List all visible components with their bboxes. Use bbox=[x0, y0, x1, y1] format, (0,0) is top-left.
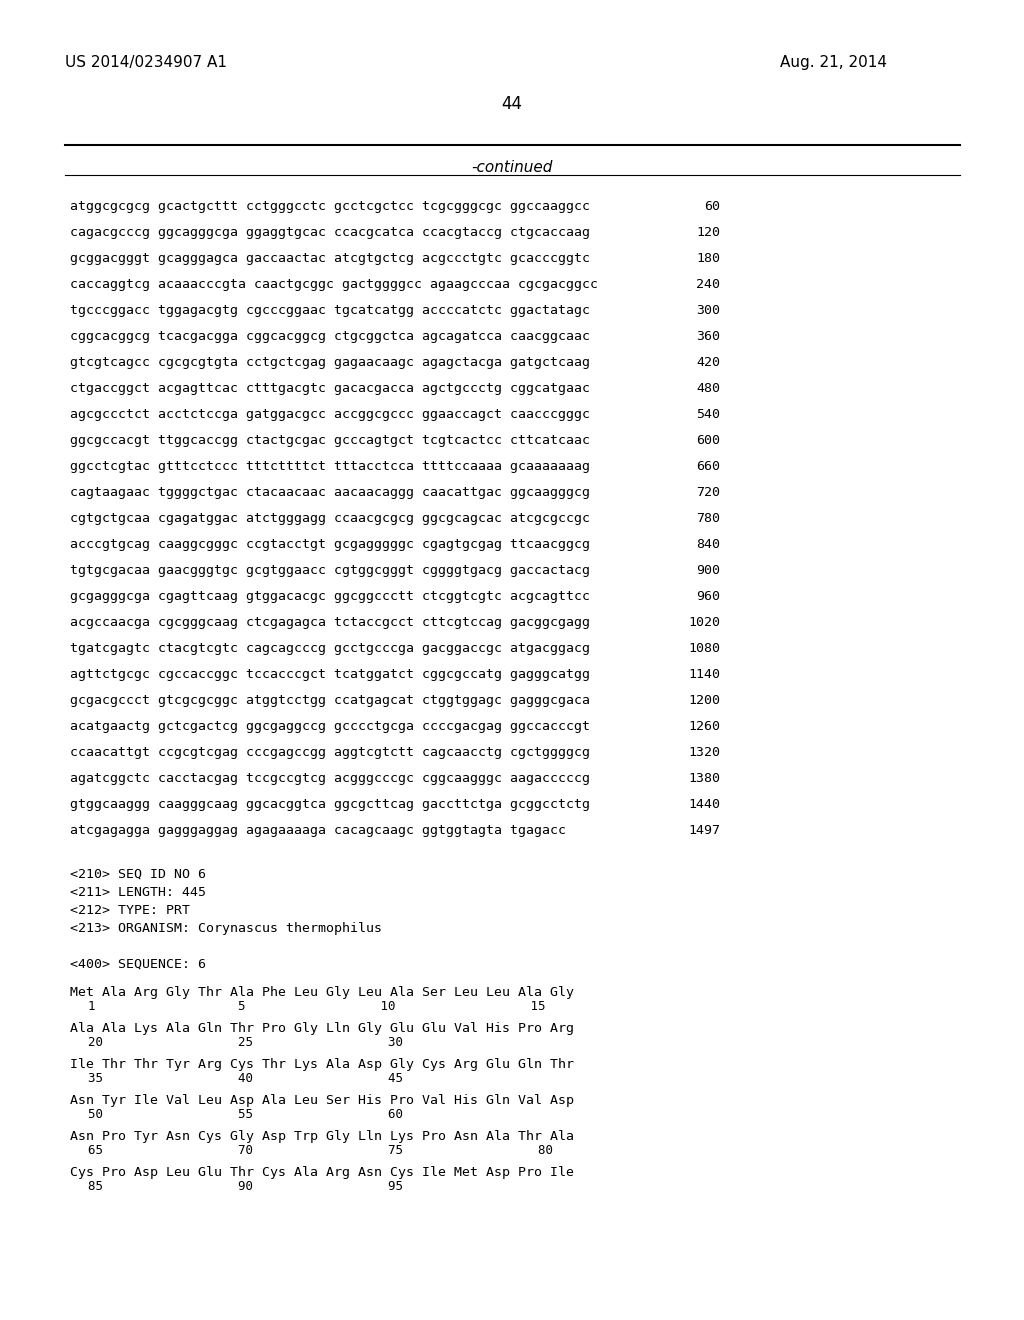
Text: agatcggctc cacctacgag tccgccgtcg acgggcccgc cggcaagggc aagacccccg: agatcggctc cacctacgag tccgccgtcg acgggcc… bbox=[70, 772, 590, 785]
Text: acatgaactg gctcgactcg ggcgaggccg gcccctgcga ccccgacgag ggccacccgt: acatgaactg gctcgactcg ggcgaggccg gcccctg… bbox=[70, 719, 590, 733]
Text: Ile Thr Thr Tyr Arg Cys Thr Lys Ala Asp Gly Cys Arg Glu Gln Thr: Ile Thr Thr Tyr Arg Cys Thr Lys Ala Asp … bbox=[70, 1059, 574, 1071]
Text: gcggacgggt gcagggagca gaccaactac atcgtgctcg acgccctgtc gcacccggtc: gcggacgggt gcagggagca gaccaactac atcgtgc… bbox=[70, 252, 590, 265]
Text: Met Ala Arg Gly Thr Ala Phe Leu Gly Leu Ala Ser Leu Leu Ala Gly: Met Ala Arg Gly Thr Ala Phe Leu Gly Leu … bbox=[70, 986, 574, 999]
Text: 120: 120 bbox=[696, 226, 720, 239]
Text: gtggcaaggg caagggcaag ggcacggtca ggcgcttcag gaccttctga gcggcctctg: gtggcaaggg caagggcaag ggcacggtca ggcgctt… bbox=[70, 799, 590, 810]
Text: 1260: 1260 bbox=[688, 719, 720, 733]
Text: <400> SEQUENCE: 6: <400> SEQUENCE: 6 bbox=[70, 958, 206, 972]
Text: 1440: 1440 bbox=[688, 799, 720, 810]
Text: 540: 540 bbox=[696, 408, 720, 421]
Text: cgtgctgcaa cgagatggac atctgggagg ccaacgcgcg ggcgcagcac atcgcgccgc: cgtgctgcaa cgagatggac atctgggagg ccaacgc… bbox=[70, 512, 590, 525]
Text: 1020: 1020 bbox=[688, 616, 720, 630]
Text: 240: 240 bbox=[696, 279, 720, 290]
Text: 840: 840 bbox=[696, 539, 720, 550]
Text: agcgccctct acctctccga gatggacgcc accggcgccc ggaaccagct caacccgggc: agcgccctct acctctccga gatggacgcc accggcg… bbox=[70, 408, 590, 421]
Text: tgatcgagtc ctacgtcgtc cagcagcccg gcctgcccga gacggaccgc atgacggacg: tgatcgagtc ctacgtcgtc cagcagcccg gcctgcc… bbox=[70, 642, 590, 655]
Text: Cys Pro Asp Leu Glu Thr Cys Ala Arg Asn Cys Ile Met Asp Pro Ile: Cys Pro Asp Leu Glu Thr Cys Ala Arg Asn … bbox=[70, 1166, 574, 1179]
Text: cagacgcccg ggcagggcga ggaggtgcac ccacgcatca ccacgtaccg ctgcaccaag: cagacgcccg ggcagggcga ggaggtgcac ccacgca… bbox=[70, 226, 590, 239]
Text: 20                  25                  30: 20 25 30 bbox=[88, 1036, 403, 1049]
Text: 720: 720 bbox=[696, 486, 720, 499]
Text: 780: 780 bbox=[696, 512, 720, 525]
Text: <213> ORGANISM: Corynascus thermophilus: <213> ORGANISM: Corynascus thermophilus bbox=[70, 921, 382, 935]
Text: 660: 660 bbox=[696, 459, 720, 473]
Text: caccaggtcg acaaacccgta caactgcggc gactggggcc agaagcccaa cgcgacggcc: caccaggtcg acaaacccgta caactgcggc gactgg… bbox=[70, 279, 598, 290]
Text: 85                  90                  95: 85 90 95 bbox=[88, 1180, 403, 1193]
Text: 600: 600 bbox=[696, 434, 720, 447]
Text: 1140: 1140 bbox=[688, 668, 720, 681]
Text: <212> TYPE: PRT: <212> TYPE: PRT bbox=[70, 904, 190, 917]
Text: cggcacggcg tcacgacgga cggcacggcg ctgcggctca agcagatcca caacggcaac: cggcacggcg tcacgacgga cggcacggcg ctgcggc… bbox=[70, 330, 590, 343]
Text: 60: 60 bbox=[705, 201, 720, 213]
Text: tgtgcgacaa gaacgggtgc gcgtggaacc cgtggcgggt cggggtgacg gaccactacg: tgtgcgacaa gaacgggtgc gcgtggaacc cgtggcg… bbox=[70, 564, 590, 577]
Text: 44: 44 bbox=[502, 95, 522, 114]
Text: 420: 420 bbox=[696, 356, 720, 370]
Text: agttctgcgc cgccaccggc tccacccgct tcatggatct cggcgccatg gagggcatgg: agttctgcgc cgccaccggc tccacccgct tcatgga… bbox=[70, 668, 590, 681]
Text: 900: 900 bbox=[696, 564, 720, 577]
Text: acgccaacga cgcgggcaag ctcgagagca tctaccgcct cttcgtccag gacggcgagg: acgccaacga cgcgggcaag ctcgagagca tctaccg… bbox=[70, 616, 590, 630]
Text: ccaacattgt ccgcgtcgag cccgagccgg aggtcgtctt cagcaacctg cgctggggcg: ccaacattgt ccgcgtcgag cccgagccgg aggtcgt… bbox=[70, 746, 590, 759]
Text: Ala Ala Lys Ala Gln Thr Pro Gly Lln Gly Glu Glu Val His Pro Arg: Ala Ala Lys Ala Gln Thr Pro Gly Lln Gly … bbox=[70, 1022, 574, 1035]
Text: 1380: 1380 bbox=[688, 772, 720, 785]
Text: 300: 300 bbox=[696, 304, 720, 317]
Text: 35                  40                  45: 35 40 45 bbox=[88, 1072, 403, 1085]
Text: acccgtgcag caaggcgggc ccgtacctgt gcgagggggc cgagtgcgag ttcaacggcg: acccgtgcag caaggcgggc ccgtacctgt gcgaggg… bbox=[70, 539, 590, 550]
Text: 1080: 1080 bbox=[688, 642, 720, 655]
Text: -continued: -continued bbox=[471, 160, 553, 176]
Text: 1320: 1320 bbox=[688, 746, 720, 759]
Text: tgcccggacc tggagacgtg cgcccggaac tgcatcatgg accccatctc ggactatagc: tgcccggacc tggagacgtg cgcccggaac tgcatca… bbox=[70, 304, 590, 317]
Text: 1                   5                  10                  15: 1 5 10 15 bbox=[88, 1001, 546, 1012]
Text: 50                  55                  60: 50 55 60 bbox=[88, 1107, 403, 1121]
Text: 1200: 1200 bbox=[688, 694, 720, 708]
Text: cagtaagaac tggggctgac ctacaacaac aacaacaggg caacattgac ggcaagggcg: cagtaagaac tggggctgac ctacaacaac aacaaca… bbox=[70, 486, 590, 499]
Text: gtcgtcagcc cgcgcgtgta cctgctcgag gagaacaagc agagctacga gatgctcaag: gtcgtcagcc cgcgcgtgta cctgctcgag gagaaca… bbox=[70, 356, 590, 370]
Text: ggcctcgtac gtttcctccc tttcttttct tttacctcca ttttccaaaa gcaaaaaaag: ggcctcgtac gtttcctccc tttcttttct tttacct… bbox=[70, 459, 590, 473]
Text: gcgacgccct gtcgcgcggc atggtcctgg ccatgagcat ctggtggagc gagggcgaca: gcgacgccct gtcgcgcggc atggtcctgg ccatgag… bbox=[70, 694, 590, 708]
Text: 960: 960 bbox=[696, 590, 720, 603]
Text: Aug. 21, 2014: Aug. 21, 2014 bbox=[780, 55, 887, 70]
Text: gcgagggcga cgagttcaag gtggacacgc ggcggccctt ctcggtcgtc acgcagttcc: gcgagggcga cgagttcaag gtggacacgc ggcggcc… bbox=[70, 590, 590, 603]
Text: <211> LENGTH: 445: <211> LENGTH: 445 bbox=[70, 886, 206, 899]
Text: 65                  70                  75                  80: 65 70 75 80 bbox=[88, 1144, 553, 1158]
Text: <210> SEQ ID NO 6: <210> SEQ ID NO 6 bbox=[70, 869, 206, 880]
Text: US 2014/0234907 A1: US 2014/0234907 A1 bbox=[65, 55, 227, 70]
Text: ctgaccggct acgagttcac ctttgacgtc gacacgacca agctgccctg cggcatgaac: ctgaccggct acgagttcac ctttgacgtc gacacga… bbox=[70, 381, 590, 395]
Text: Asn Pro Tyr Asn Cys Gly Asp Trp Gly Lln Lys Pro Asn Ala Thr Ala: Asn Pro Tyr Asn Cys Gly Asp Trp Gly Lln … bbox=[70, 1130, 574, 1143]
Text: Asn Tyr Ile Val Leu Asp Ala Leu Ser His Pro Val His Gln Val Asp: Asn Tyr Ile Val Leu Asp Ala Leu Ser His … bbox=[70, 1094, 574, 1107]
Text: 1497: 1497 bbox=[688, 824, 720, 837]
Text: 480: 480 bbox=[696, 381, 720, 395]
Text: 360: 360 bbox=[696, 330, 720, 343]
Text: 180: 180 bbox=[696, 252, 720, 265]
Text: atcgagagga gagggaggag agagaaaaga cacagcaagc ggtggtagta tgagacc: atcgagagga gagggaggag agagaaaaga cacagca… bbox=[70, 824, 566, 837]
Text: atggcgcgcg gcactgcttt cctgggcctc gcctcgctcc tcgcgggcgc ggccaaggcc: atggcgcgcg gcactgcttt cctgggcctc gcctcgc… bbox=[70, 201, 590, 213]
Text: ggcgccacgt ttggcaccgg ctactgcgac gcccagtgct tcgtcactcc cttcatcaac: ggcgccacgt ttggcaccgg ctactgcgac gcccagt… bbox=[70, 434, 590, 447]
